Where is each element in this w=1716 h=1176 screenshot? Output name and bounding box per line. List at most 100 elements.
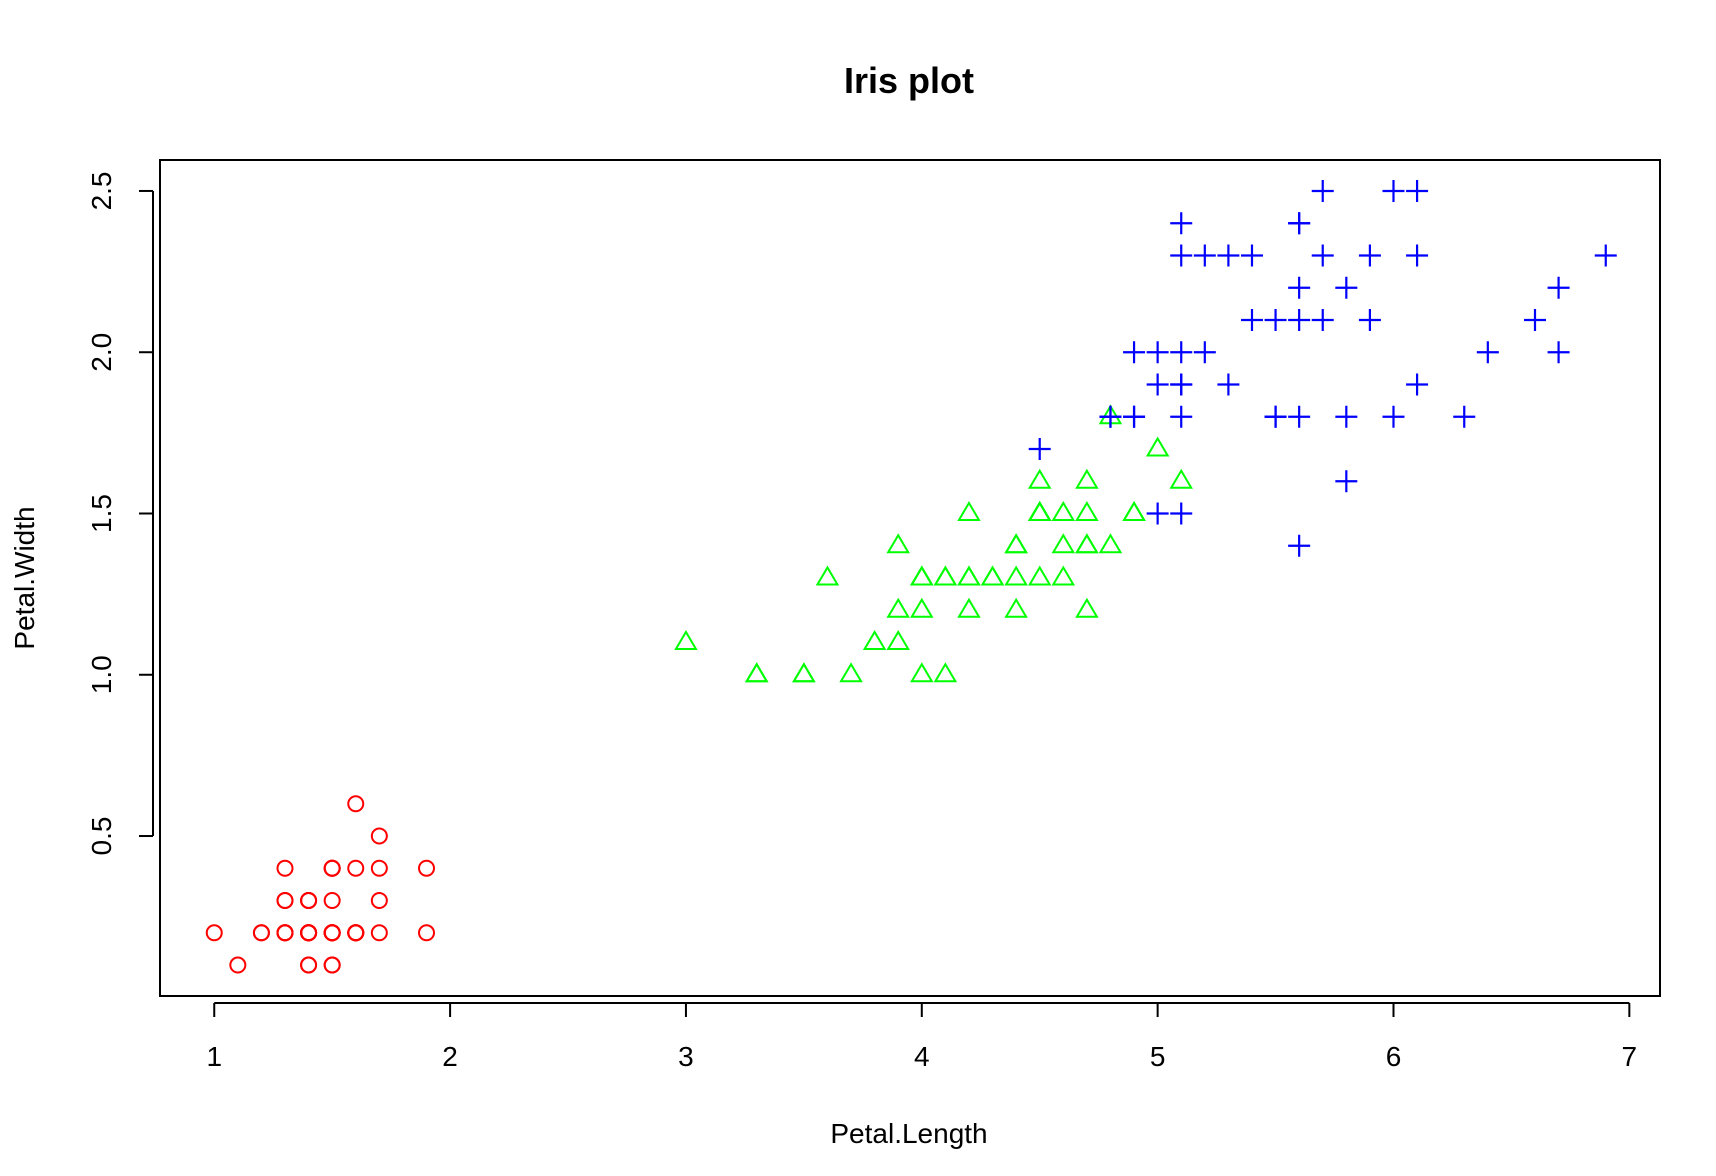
data-point-triangle	[957, 565, 981, 586]
data-point-triangle	[1169, 468, 1193, 489]
data-point-triangle	[1075, 533, 1099, 554]
data-point-plus	[1240, 308, 1263, 331]
data-point-circle	[323, 956, 341, 974]
data-point-circle	[323, 859, 341, 877]
data-point-plus	[1170, 341, 1193, 364]
plot-frame	[159, 159, 1661, 997]
data-point-circle	[347, 924, 365, 942]
data-point-plus	[1547, 341, 1570, 364]
y-tick-label: 0.5	[86, 817, 117, 856]
data-point-plus	[1288, 534, 1311, 557]
data-point-circle	[300, 892, 318, 910]
data-point-circle	[323, 924, 341, 942]
data-point-plus	[1406, 179, 1429, 202]
data-point-plus	[1335, 276, 1358, 299]
data-point-plus	[1358, 308, 1381, 331]
data-point-plus	[1547, 276, 1570, 299]
data-point-triangle	[1027, 500, 1052, 521]
y-tick-label: 1.0	[86, 655, 117, 694]
data-point-plus	[1264, 308, 1287, 331]
data-point-triangle	[1098, 533, 1123, 554]
data-point-triangle	[957, 597, 981, 618]
y-axis-label: Petal.Width	[9, 506, 40, 649]
x-tick-label: 7	[1622, 1041, 1638, 1072]
chart-title: Iris plot	[844, 60, 974, 101]
data-point-plus	[1170, 405, 1193, 428]
y-tick-label: 2.0	[86, 333, 117, 372]
x-tick-label: 2	[442, 1041, 458, 1072]
x-tick-label: 1	[206, 1041, 222, 1072]
data-point-triangle	[886, 597, 910, 618]
x-axis: 1 2 3 4 5 6 7	[206, 1002, 1638, 1072]
data-point-plus	[1311, 308, 1334, 331]
data-point-circle	[370, 859, 388, 877]
data-point-triangle	[1051, 565, 1076, 586]
data-point-circle	[370, 892, 388, 910]
data-point-circle	[347, 859, 365, 877]
data-point-triangle	[886, 629, 910, 650]
data-point-triangle	[933, 662, 958, 683]
data-point-plus	[1594, 244, 1617, 267]
data-point-triangle	[1004, 565, 1028, 586]
data-point-triangle	[792, 662, 816, 683]
data-point-plus	[1099, 405, 1122, 428]
data-point-triangle	[933, 565, 958, 586]
data-point-plus	[1358, 244, 1381, 267]
data-point-triangle	[744, 662, 769, 683]
data-point-plus	[1170, 212, 1193, 235]
data-point-circle	[370, 924, 388, 942]
data-point-plus	[1240, 244, 1263, 267]
x-tick-label: 3	[678, 1041, 694, 1072]
data-point-triangle	[1122, 500, 1146, 521]
data-point-plus	[1288, 308, 1311, 331]
data-point-plus	[1217, 244, 1240, 267]
data-point-plus	[1311, 244, 1334, 267]
data-point-triangle	[1004, 597, 1028, 618]
data-point-triangle	[1027, 500, 1052, 521]
data-point-circle	[229, 956, 247, 974]
data-point-triangle	[1075, 468, 1099, 489]
data-point-circle	[418, 859, 436, 877]
data-point-triangle	[674, 629, 698, 650]
data-point-triangle	[744, 662, 769, 683]
data-point-circle	[300, 924, 318, 942]
data-point-triangle	[1051, 500, 1076, 521]
data-point-triangle	[862, 629, 887, 650]
data-point-plus	[1335, 405, 1358, 428]
data-point-plus	[1288, 212, 1311, 235]
data-point-triangle	[1075, 500, 1099, 521]
data-point-triangle	[1075, 597, 1099, 618]
data-point-triangle	[886, 533, 910, 554]
data-point-plus	[1123, 341, 1146, 364]
data-points	[205, 179, 1617, 974]
data-point-circle	[370, 827, 388, 845]
data-point-plus	[1146, 502, 1169, 525]
data-point-triangle	[1004, 533, 1028, 554]
data-point-triangle	[1051, 533, 1076, 554]
data-point-plus	[1264, 405, 1287, 428]
data-point-plus	[1476, 341, 1499, 364]
data-point-triangle	[815, 565, 840, 586]
data-point-circle	[252, 924, 270, 942]
data-point-triangle	[1027, 565, 1052, 586]
data-point-triangle	[1004, 533, 1028, 554]
data-point-plus	[1146, 373, 1169, 396]
data-point-triangle	[1075, 533, 1099, 554]
data-point-plus	[1193, 341, 1216, 364]
data-point-triangle	[1027, 500, 1052, 521]
data-point-plus	[1170, 373, 1193, 396]
data-point-plus	[1146, 341, 1169, 364]
data-point-circle	[418, 924, 436, 942]
data-point-circle	[323, 892, 341, 910]
data-point-plus	[1170, 502, 1193, 525]
data-point-triangle	[910, 565, 934, 586]
data-point-circle	[300, 956, 318, 974]
y-axis: 0.5 1.0 1.5 2.0 2.5	[86, 171, 154, 856]
data-point-triangle	[792, 662, 816, 683]
x-tick-label: 4	[914, 1041, 930, 1072]
x-axis-label: Petal.Length	[830, 1118, 987, 1149]
data-point-plus	[1453, 405, 1476, 428]
data-point-circle	[276, 924, 294, 942]
data-point-triangle	[933, 565, 958, 586]
